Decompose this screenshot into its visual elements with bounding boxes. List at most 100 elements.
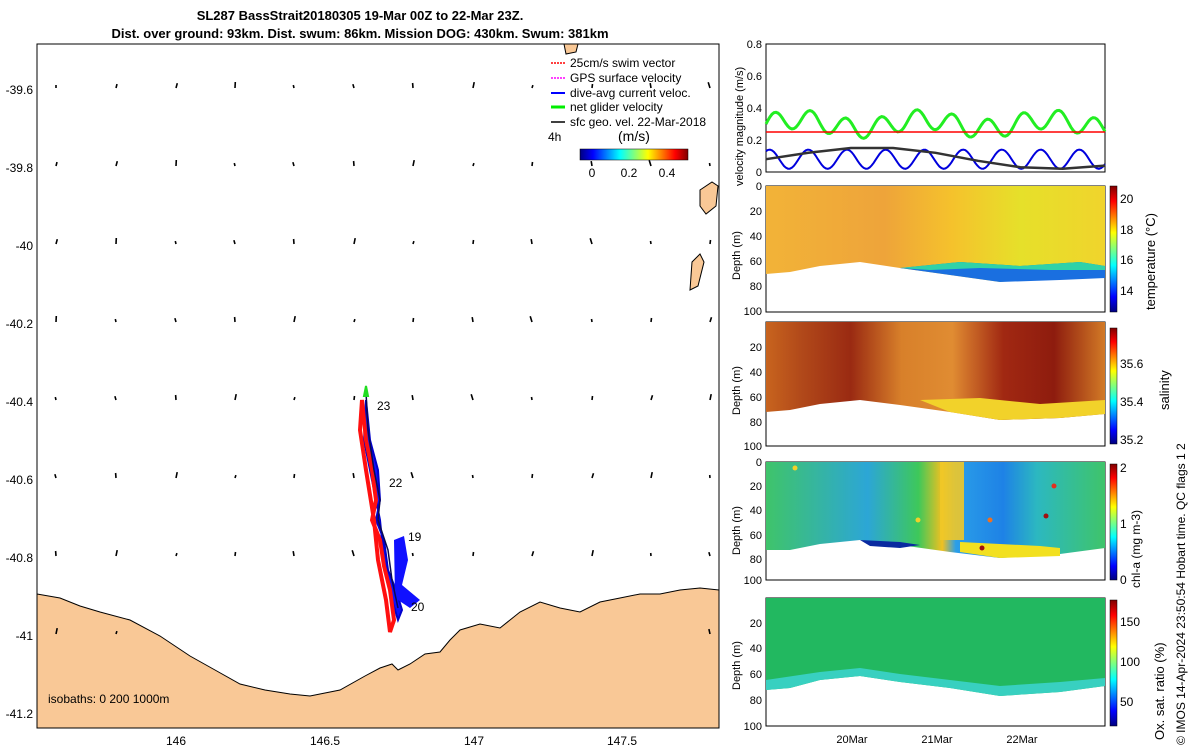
- ox-ytick: 20: [750, 618, 762, 630]
- current-vector-arrow: [650, 317, 653, 323]
- current-vector-arrow: [472, 551, 475, 557]
- chla-bloom-band: [940, 462, 964, 540]
- temp-cbar-tick: 18: [1120, 223, 1134, 237]
- oxygen-panel: 20 40 60 80 100 Depth (m) 20Mar 21Mar 22…: [731, 597, 1167, 746]
- current-vector-arrow: [233, 162, 236, 167]
- current-vector-arrow: [234, 551, 237, 557]
- velocity-ytick: 0.6: [747, 71, 762, 83]
- chla-field: [766, 462, 1105, 558]
- lat-tick: -39.8: [6, 161, 34, 175]
- temp-cbar-tick: 14: [1120, 284, 1134, 298]
- map-panel: 23 22 19 20 -39.6 -39.8 -40 -40.2 -40.4 …: [6, 43, 720, 748]
- day-label-19: 19: [408, 530, 422, 544]
- current-vector-arrow: [352, 472, 355, 479]
- sal-ylabel: Depth (m): [731, 366, 743, 415]
- temp-colorbar: [1109, 185, 1118, 313]
- legend-label: dive-avg current veloc.: [570, 86, 691, 100]
- current-vector-arrow: [708, 551, 711, 557]
- temp-ylabel: Depth (m): [731, 231, 743, 280]
- temperature-field: [766, 186, 1105, 282]
- sal-cbar-tick: 35.4: [1120, 395, 1144, 409]
- legend-entry-swim-vector: 25cm/s swim vector: [551, 56, 675, 70]
- current-vector-arrow: [411, 552, 414, 557]
- current-vector-arrow: [472, 81, 475, 89]
- lat-tick: -40.6: [6, 473, 34, 487]
- net-glider-path: [365, 391, 399, 609]
- temp-ytick: 80: [750, 281, 762, 293]
- chl-ytick: 100: [744, 575, 762, 587]
- temp-ytick: 60: [750, 256, 762, 268]
- day-label-22: 22: [389, 476, 403, 490]
- current-vector-arrow: [234, 393, 237, 401]
- sal-cbar-label: salinity: [1157, 370, 1172, 410]
- ox-cbar-tick: 50: [1120, 695, 1134, 709]
- current-vector-arrow: [707, 82, 711, 89]
- current-vector-arrow: [411, 394, 414, 401]
- map-colorbar-tick: 0.2: [621, 166, 638, 180]
- map-lat-axis: -39.6 -39.8 -40 -40.2 -40.4 -40.6 -40.8 …: [6, 83, 34, 721]
- sal-ytick: 60: [750, 392, 762, 404]
- legend-entry-sfc-geo-vel: sfc geo. vel. 22-Mar-2018: [551, 115, 706, 129]
- series-dive-avg-current: [765, 148, 1106, 170]
- current-vector-arrow: [351, 550, 355, 557]
- map-colorbar-label: (m/s): [618, 128, 650, 144]
- current-vector-arrow: [650, 394, 654, 401]
- velocity-ylabel: velocity magnitude (m/s): [734, 67, 746, 186]
- sal-cbar-tick: 35.6: [1120, 357, 1144, 371]
- ox-cbar-tick: 150: [1120, 615, 1140, 629]
- map-legend: 25cm/s swim vector GPS surface velocity …: [548, 56, 706, 180]
- legend-label: GPS surface velocity: [570, 71, 681, 85]
- current-vector-arrow: [648, 160, 652, 167]
- current-vector-arrow: [174, 317, 177, 323]
- temp-ytick: 20: [750, 206, 762, 218]
- temp-ytick: 0: [756, 181, 762, 193]
- current-vector-arrow: [175, 471, 178, 479]
- lon-tick: 147: [464, 734, 484, 748]
- sal-ytick: 20: [750, 342, 762, 354]
- figure-title-line2: Dist. over ground: 93km. Dist. swum: 86k…: [111, 26, 609, 41]
- series-net-glider-velocity: [764, 108, 1107, 140]
- lat-tick: -39.6: [6, 83, 34, 97]
- current-vector-arrow: [54, 473, 57, 479]
- current-vector-arrow: [292, 161, 295, 167]
- current-vector-arrow: [650, 471, 653, 479]
- current-vector-arrow: [591, 83, 594, 89]
- current-vector-arrow: [293, 396, 296, 401]
- chl-cbar-label: chl-a (mg m-3): [1129, 510, 1143, 588]
- legend-entry-dive-avg-current: dive-avg current veloc.: [551, 86, 691, 100]
- oxygen-bottom-layer: [766, 668, 1105, 696]
- current-vector-arrow: [175, 82, 179, 89]
- chla-panel: 0 20 40 60 80 100 Depth (m) 2 1 0 chl-a …: [731, 457, 1143, 588]
- legend-label: 25cm/s swim vector: [570, 56, 675, 70]
- day-label-20: 20: [411, 600, 425, 614]
- current-vector-arrow: [352, 83, 355, 89]
- ox-xtick: 21Mar: [921, 734, 953, 746]
- sal-ytick: 80: [750, 417, 762, 429]
- current-vector-arrow: [470, 394, 474, 401]
- current-vector-arrow: [530, 238, 533, 245]
- temp-cbar-tick: 16: [1120, 253, 1134, 267]
- island-east-2: [689, 253, 705, 291]
- lat-tick: -40.4: [6, 395, 34, 409]
- current-vector-arrow: [472, 162, 475, 167]
- current-vector-arrow: [591, 549, 594, 557]
- current-vector-arrow: [292, 84, 295, 89]
- legend-label: net glider velocity: [570, 100, 663, 114]
- temp-cbar-label: temperature (°C): [1143, 213, 1158, 310]
- ox-xtick: 22Mar: [1006, 734, 1038, 746]
- current-vector-arrow: [174, 240, 177, 245]
- figure-title-line1: SL287 BassStrait20180305 19-Mar 00Z to 2…: [196, 8, 524, 23]
- lon-tick: 146.5: [310, 734, 340, 748]
- island-north: [563, 44, 579, 55]
- current-vector-arrow: [590, 160, 593, 167]
- net-glider-velocity-marker: [362, 385, 370, 397]
- temp-cbar-tick: 20: [1120, 192, 1134, 206]
- current-vector-arrow: [115, 549, 118, 557]
- current-vector-arrow: [472, 239, 475, 245]
- chl-ytick: 60: [750, 530, 762, 542]
- current-vector-arrow: [531, 473, 534, 479]
- lon-tick: 147.5: [607, 734, 637, 748]
- chl-ytick: 80: [750, 554, 762, 566]
- day-label-23: 23: [377, 399, 391, 413]
